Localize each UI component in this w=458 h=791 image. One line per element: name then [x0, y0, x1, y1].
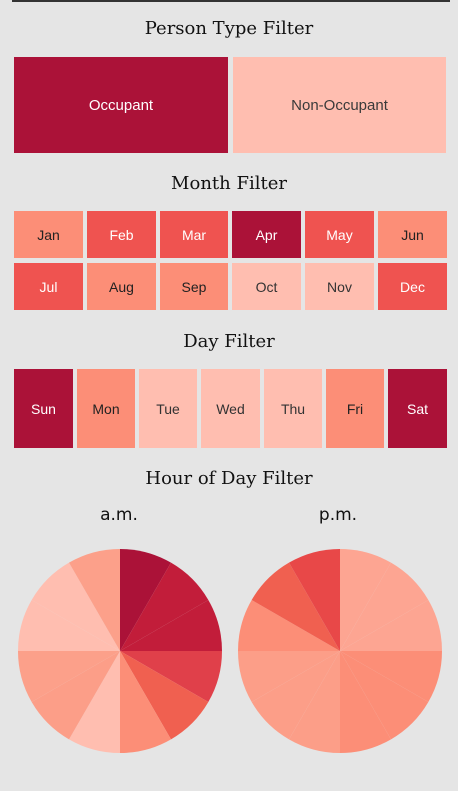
am-hour-7-slice[interactable]: [31, 651, 121, 740]
day-thu-button[interactable]: Thu: [264, 369, 322, 448]
month-nov-button[interactable]: Nov: [305, 263, 374, 310]
am-hour-10-slice[interactable]: [31, 562, 121, 651]
month-feb-button[interactable]: Feb: [87, 211, 156, 258]
day-mon-button[interactable]: Mon: [77, 369, 135, 448]
month-jan-button[interactable]: Jan: [14, 211, 83, 258]
am-hour-4-slice[interactable]: [120, 651, 209, 740]
day-sat-button[interactable]: Sat: [388, 369, 447, 448]
pm-hour-10-slice[interactable]: [251, 562, 340, 651]
person-type-title: Person Type Filter: [144, 18, 314, 39]
pm-hour-12-slice[interactable]: [340, 549, 391, 651]
pm-hour-7-slice[interactable]: [251, 651, 340, 740]
am-hour-11-slice[interactable]: [69, 549, 120, 651]
am-hour-5-slice[interactable]: [120, 651, 171, 753]
pm-hour-11-slice[interactable]: [289, 549, 340, 651]
pm-hour-2-slice[interactable]: [340, 600, 442, 651]
hour-title: Hour of Day Filter: [145, 468, 313, 489]
am-hour-3-slice[interactable]: [120, 651, 222, 702]
am-hour-8-slice[interactable]: [18, 651, 120, 702]
day-wed-button[interactable]: Wed: [201, 369, 260, 448]
person-type-non-occupant-button[interactable]: Non-Occupant: [233, 57, 446, 153]
am-label: a.m.: [100, 505, 138, 525]
month-title: Month Filter: [171, 173, 287, 194]
pm-hour-8-slice[interactable]: [238, 651, 340, 702]
am-hour-12-slice[interactable]: [120, 549, 171, 651]
am-hour-9-slice[interactable]: [18, 600, 120, 651]
day-title: Day Filter: [183, 331, 275, 352]
pm-hour-1-slice[interactable]: [340, 562, 429, 651]
month-may-button[interactable]: May: [305, 211, 374, 258]
month-apr-button[interactable]: Apr: [232, 211, 301, 258]
month-aug-button[interactable]: Aug: [87, 263, 156, 310]
pm-hour-6-slice[interactable]: [289, 651, 340, 753]
am-hour-1-slice[interactable]: [120, 562, 209, 651]
top-divider: [12, 0, 450, 2]
month-oct-button[interactable]: Oct: [232, 263, 301, 310]
day-fri-button[interactable]: Fri: [326, 369, 384, 448]
month-sep-button[interactable]: Sep: [160, 263, 228, 310]
day-sun-button[interactable]: Sun: [14, 369, 73, 448]
month-mar-button[interactable]: Mar: [160, 211, 228, 258]
day-tue-button[interactable]: Tue: [139, 369, 197, 448]
am-hour-2-slice[interactable]: [120, 600, 222, 651]
month-dec-button[interactable]: Dec: [378, 263, 447, 310]
am-hour-6-slice[interactable]: [69, 651, 120, 753]
pm-hour-4-slice[interactable]: [340, 651, 429, 740]
month-jun-button[interactable]: Jun: [378, 211, 447, 258]
pm-hour-clock: [238, 549, 442, 753]
pm-label: p.m.: [318, 505, 358, 525]
pm-hour-3-slice[interactable]: [340, 651, 442, 702]
person-type-occupant-button[interactable]: Occupant: [14, 57, 228, 153]
am-hour-clock: [18, 549, 222, 753]
month-jul-button[interactable]: Jul: [14, 263, 83, 310]
pm-hour-9-slice[interactable]: [238, 600, 340, 651]
pm-hour-5-slice[interactable]: [340, 651, 391, 753]
